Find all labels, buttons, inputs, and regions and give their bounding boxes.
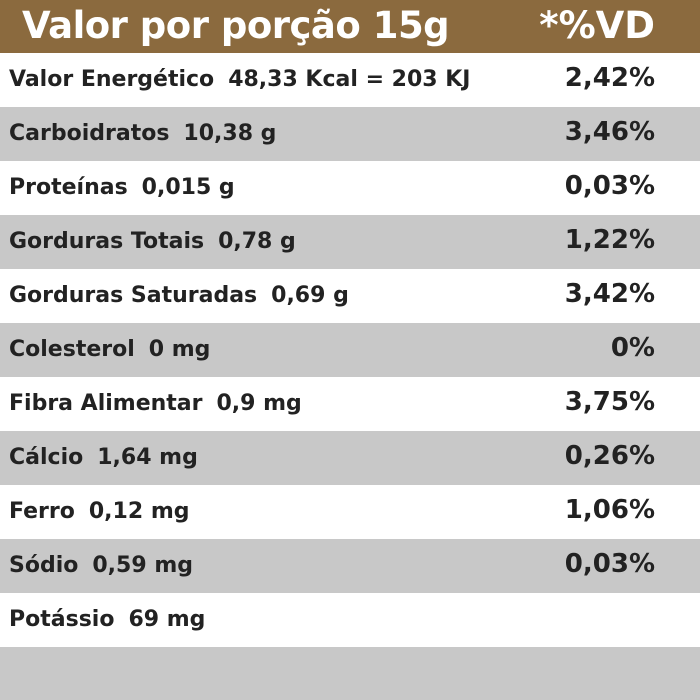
table-row: Carboidratos 10,38 g 3,46% (0, 107, 700, 161)
nutrient: Valor Energético 48,33 Kcal = 203 KJ (9, 67, 470, 92)
table-row: Cálcio 1,64 mg 0,26% (0, 431, 700, 485)
table-row: Fibra Alimentar 0,9 mg 3,75% (0, 377, 700, 431)
nutrient: Colesterol 0 mg (9, 337, 210, 362)
table-row: Colesterol 0 mg 0% (0, 323, 700, 377)
nutrient-amount: 1,64 mg (97, 445, 198, 470)
nutrient: Ferro 0,12 mg (9, 499, 190, 524)
nutrient-name: Ferro (9, 499, 75, 524)
table-row: Proteínas 0,015 g 0,03% (0, 161, 700, 215)
nutrient: Fibra Alimentar 0,9 mg (9, 391, 302, 416)
nutrient-name: Carboidratos (9, 121, 170, 146)
daily-value: 0% (610, 333, 655, 363)
daily-value: 1,22% (564, 225, 655, 255)
header-bar: Valor por porção 15g *%VD (0, 0, 700, 53)
daily-value: 0,26% (564, 441, 655, 471)
daily-value: 2,42% (564, 63, 655, 93)
nutrient-name: Valor Energético (9, 67, 215, 92)
header-title: Valor por porção 15g (22, 4, 450, 47)
nutrient: Potássio 69 mg (9, 607, 205, 632)
nutrient-name: Proteínas (9, 175, 128, 200)
daily-value: 1,06% (564, 495, 655, 525)
nutrient-amount: 0,78 g (218, 229, 296, 254)
nutrient-name: Gorduras Saturadas (9, 283, 258, 308)
daily-value: 3,46% (564, 117, 655, 147)
nutrient-name: Fibra Alimentar (9, 391, 203, 416)
nutrient-amount: 48,33 Kcal = 203 KJ (228, 67, 471, 92)
nutrient: Proteínas 0,015 g (9, 175, 235, 200)
nutrient: Carboidratos 10,38 g (9, 121, 276, 146)
table-row: Gorduras Totais 0,78 g 1,22% (0, 215, 700, 269)
table-row: Gorduras Saturadas 0,69 g 3,42% (0, 269, 700, 323)
daily-value: 3,75% (564, 387, 655, 417)
nutrient-name: Colesterol (9, 337, 135, 362)
nutrient: Cálcio 1,64 mg (9, 445, 198, 470)
nutrient: Sódio 0,59 mg (9, 553, 193, 578)
nutrient-name: Cálcio (9, 445, 84, 470)
daily-value: 0,03% (564, 171, 655, 201)
nutrient: Gorduras Totais 0,78 g (9, 229, 296, 254)
nutrient-amount: 0,12 mg (88, 499, 190, 524)
nutrient-name: Potássio (9, 607, 115, 632)
nutrient-amount: 69 mg (128, 607, 206, 632)
header-vd: *%VD (539, 4, 655, 47)
nutrient-amount: 0,9 mg (216, 391, 302, 416)
nutrient-name: Sódio (9, 553, 79, 578)
table-row: Valor Energético 48,33 Kcal = 203 KJ 2,42% (0, 53, 700, 107)
nutrient-amount: 0,015 g (141, 175, 235, 200)
daily-value: 3,42% (564, 279, 655, 309)
daily-value: 0,03% (564, 549, 655, 579)
table-row: Potássio 69 mg (0, 593, 700, 647)
nutrient-name: Gorduras Totais (9, 229, 205, 254)
table-row: Sódio 0,59 mg 0,03% (0, 539, 700, 593)
nutrient-amount: 0,59 mg (92, 553, 193, 578)
nutrient-amount: 10,38 g (183, 121, 277, 146)
table-row: Ferro 0,12 mg 1,06% (0, 485, 700, 539)
nutrient: Gorduras Saturadas 0,69 g (9, 283, 349, 308)
nutrient-amount: 0,69 g (271, 283, 349, 308)
nutrient-amount: 0 mg (148, 337, 211, 362)
